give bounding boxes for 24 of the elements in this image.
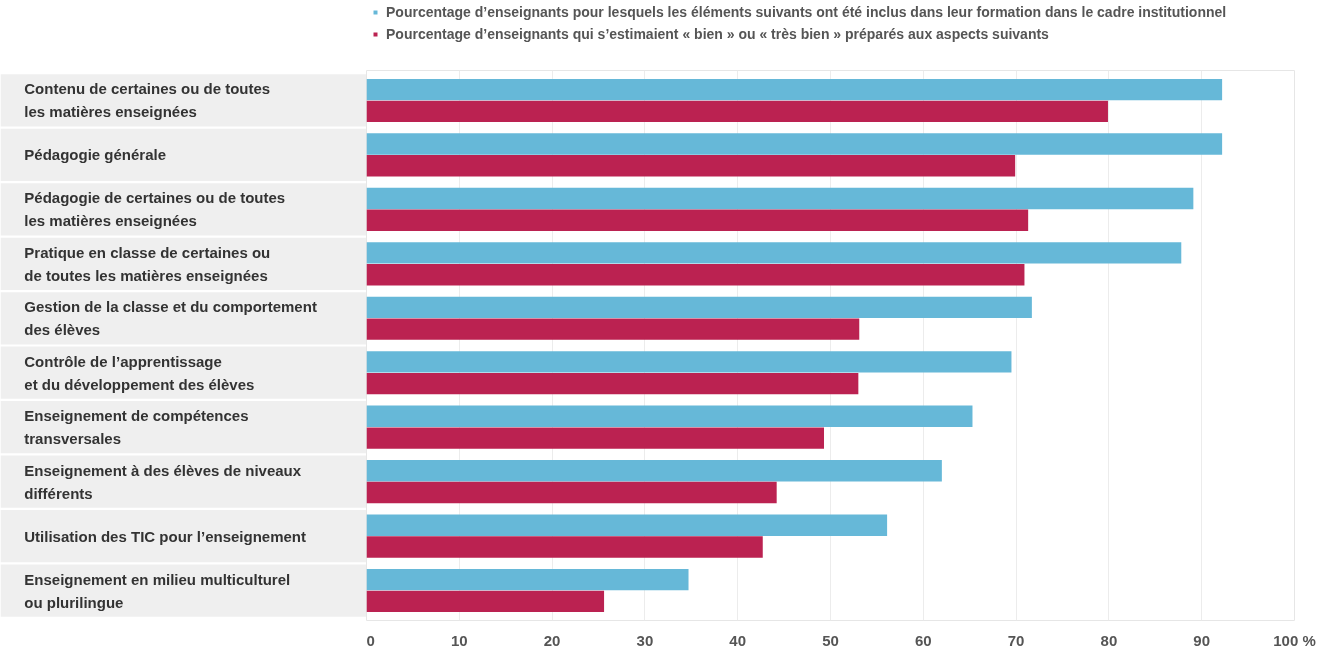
legend-label: Pourcentage d’enseignants pour lesquels les éléments suivants ont été inclus dans leur formation dans le cadre institutionnel xyxy=(386,4,1227,20)
y-tick-label: Enseignement à des élèves de niveaux différents xyxy=(24,461,302,502)
x-tick-label: 80 xyxy=(1100,631,1118,649)
x-tick-label: 70 xyxy=(1007,631,1025,649)
x-tick-label: 40 xyxy=(729,631,747,649)
y-tick-label: Contenu de certaines ou de toutes les matières enseignées xyxy=(24,80,271,121)
x-tick-label: 60 xyxy=(914,631,932,649)
bar xyxy=(366,590,605,613)
x-tick-label: 20 xyxy=(543,631,561,649)
x-tick-label: 90 xyxy=(1193,631,1211,649)
legend-label: Pourcentage d’enseignants qui s’estimaient « bien » ou « très bien » préparés aux aspects suivants xyxy=(386,26,1049,42)
x-tick-label: 30 xyxy=(636,631,654,649)
y-tick-label: Pratique en classe de certaines ou de toutes les matières enseignées xyxy=(24,243,271,284)
x-tick-label: 0 xyxy=(366,631,375,649)
x-tick-label: 10 xyxy=(450,631,468,649)
x-tick-label: 50 xyxy=(822,631,839,649)
x-tick-label: 100 % xyxy=(1273,631,1316,649)
y-tick-label: Pédagogie de certaines ou de toutes les matières enseignées xyxy=(24,189,286,230)
y-tick-label: Enseignement en milieu multiculturel ou plurilingue xyxy=(24,570,291,611)
y-tick-label: Utilisation des TIC pour l’enseignement xyxy=(24,527,307,545)
y-tick-label: Contrôle de l’apprentissage et du développement des élèves xyxy=(24,352,255,393)
y-tick-label: Enseignement de compétences transversales xyxy=(24,407,249,448)
y-tick-label: Gestion de la classe et du comportement des élèves xyxy=(24,298,317,339)
y-tick-label: Pédagogie générale xyxy=(24,146,167,164)
